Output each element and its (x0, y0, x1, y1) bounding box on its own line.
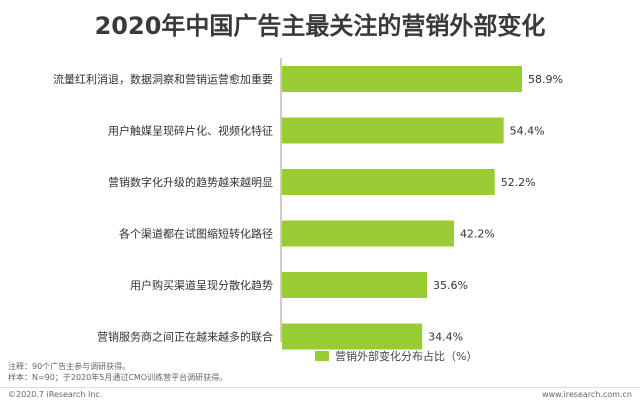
category-label: 用户购买渠道呈现分散化趋势 (130, 278, 273, 292)
note-line: 样本：N=90；于2020年5月通过CMO训练营平台调研获得。 (8, 373, 228, 382)
category-label: 各个渠道都在试图缩短转化路径 (119, 227, 273, 241)
data-label: 42.2% (460, 228, 495, 241)
bars-layer: 流量红利消退，数据洞察和营销运营愈加重要 58.9% 用户触媒呈现碎片化、视频化特征… (53, 66, 563, 350)
data-label: 54.4% (510, 125, 545, 138)
bar (282, 323, 423, 350)
chart-notes: 注释：90个广告主参与调研获得。 样本：N=90；于2020年5月通过CMO训练… (8, 361, 227, 383)
category-label: 用户触媒呈现碎片化、视频化特征 (108, 124, 273, 138)
website-text: www.iresearch.com.cn (542, 390, 632, 399)
note-line: 注释：90个广告主参与调研获得。 (8, 362, 131, 371)
data-label: 58.9% (528, 73, 563, 86)
footer-divider (0, 387, 640, 388)
bar (282, 272, 428, 298)
category-label: 营销数字化升级的趋势越来越明显 (108, 175, 273, 189)
category-label: 流量红利消退，数据洞察和营销运营愈加重要 (53, 72, 273, 86)
data-label: 35.6% (433, 279, 468, 292)
legend: 营销外部变化分布占比（%） (315, 348, 477, 364)
data-label: 52.2% (501, 176, 536, 189)
legend-label: 营销外部变化分布占比（%） (335, 350, 478, 363)
bar (282, 66, 522, 92)
chart-title: 2020年中国广告主最关注的营销外部变化 (94, 12, 546, 40)
legend-swatch (315, 351, 329, 361)
bar (282, 169, 495, 195)
copyright-text: ©2020.7 iResearch Inc. (8, 390, 103, 399)
data-label: 34.4% (428, 331, 463, 344)
category-label: 营销服务商之间正在越来越多的联合 (97, 330, 273, 344)
bar (282, 220, 454, 247)
bar (282, 117, 504, 144)
